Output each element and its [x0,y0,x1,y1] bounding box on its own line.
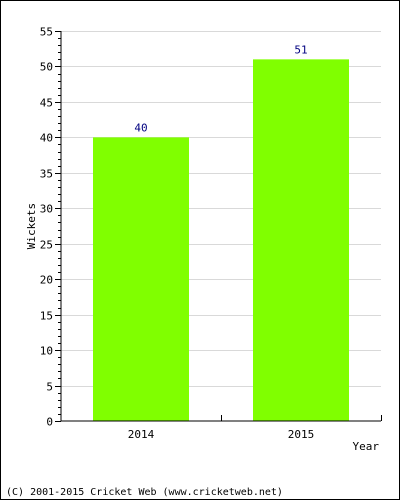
y-tick-label: 20 [40,274,53,287]
y-tick-label: 40 [40,132,53,145]
y-tick-label: 25 [40,239,53,252]
bars: 40 51 [93,43,349,421]
y-tick-label: 45 [40,97,53,110]
bar-2015 [253,59,349,421]
bar-value-label: 51 [294,43,307,56]
y-tick-label: 55 [40,26,53,39]
y-tick-label: 35 [40,168,53,181]
y-tick-label: 50 [40,61,53,74]
bar-2014 [93,137,189,421]
y-tick-label: 10 [40,345,53,358]
y-tick-label: 0 [46,416,53,429]
y-tick-label: 5 [46,381,53,394]
y-axis-title: Wickets [25,203,38,249]
x-tick-label: 2015 [288,428,315,441]
x-tick-label: 2014 [128,428,155,441]
y-tick-label: 15 [40,310,53,323]
x-axis-title: Year [353,440,380,453]
copyright-notice: (C) 2001-2015 Cricket Web (www.cricketwe… [6,487,283,498]
ticks: 0 5 10 15 20 25 30 35 40 45 50 55 2014 2015 [40,26,382,441]
y-tick-label: 30 [40,203,53,216]
bar-value-label: 40 [134,121,147,134]
